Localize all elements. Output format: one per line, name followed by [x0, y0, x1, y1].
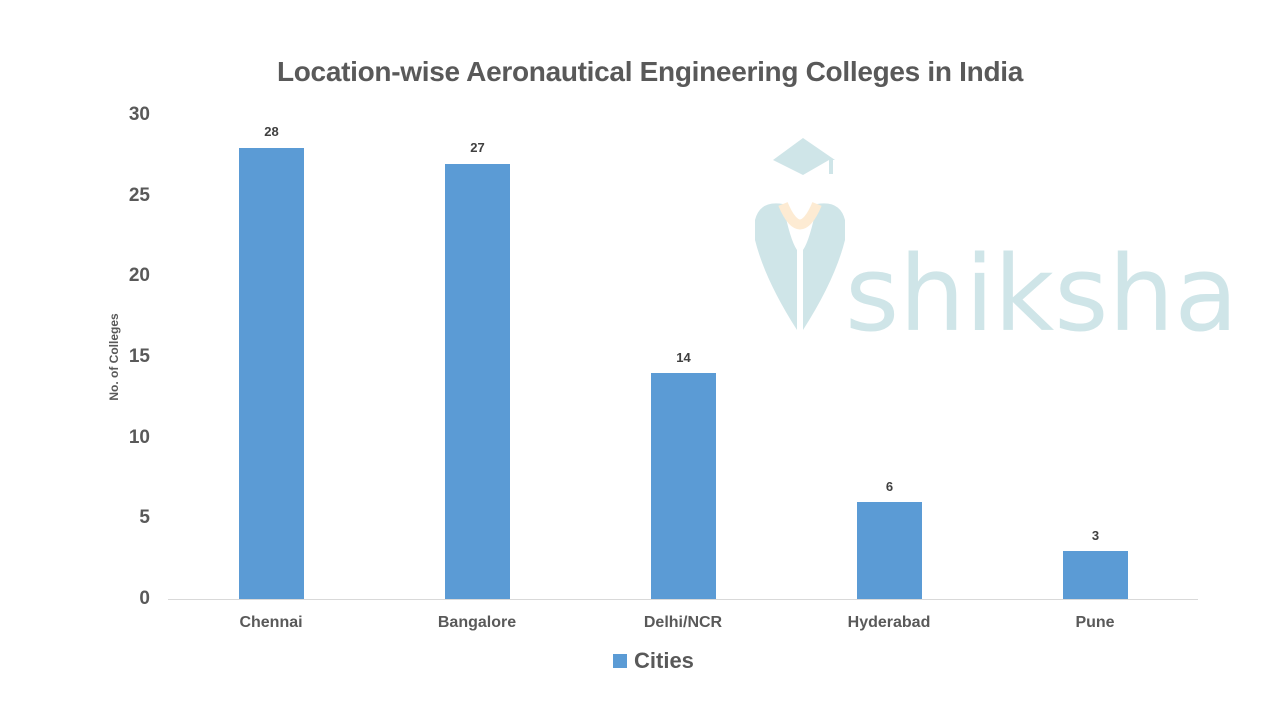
x-label-hyderabad: Hyderabad [847, 614, 931, 631]
value-label-pune: 3 [1091, 528, 1100, 543]
x-label-delhi-ncr: Delhi/NCR [643, 614, 723, 631]
x-axis-line [168, 599, 1198, 600]
bar-delhi-ncr [651, 373, 716, 599]
bar-chennai [239, 148, 304, 599]
bar-bangalore [445, 164, 510, 599]
value-label-chennai: 28 [264, 124, 279, 139]
x-label-pune: Pune [1075, 614, 1115, 631]
y-tick-0: 0 [139, 588, 150, 609]
y-tick-15: 15 [128, 346, 150, 367]
value-label-delhi-ncr: 14 [676, 350, 691, 365]
y-tick-25: 25 [128, 185, 150, 206]
legend-label: Cities [634, 648, 694, 673]
bar-pune [1063, 551, 1128, 599]
graduation-cap-icon [773, 138, 835, 175]
legend: Cities [613, 648, 694, 674]
watermark-text: shiksha [845, 233, 1235, 340]
y-tick-5: 5 [139, 507, 150, 528]
shiksha-watermark-logo: shiksha [755, 138, 1235, 340]
x-label-chennai: Chennai [239, 614, 303, 631]
bar-hyderabad [857, 502, 922, 599]
value-label-bangalore: 27 [470, 140, 485, 155]
x-label-bangalore: Bangalore [437, 614, 517, 631]
value-label-hyderabad: 6 [885, 479, 894, 494]
y-tick-20: 20 [128, 265, 150, 286]
y-tick-30: 30 [128, 104, 150, 125]
chart-title: Location-wise Aeronautical Engineering C… [276, 56, 1024, 87]
legend-swatch-icon [613, 654, 627, 668]
y-tick-10: 10 [128, 427, 150, 448]
